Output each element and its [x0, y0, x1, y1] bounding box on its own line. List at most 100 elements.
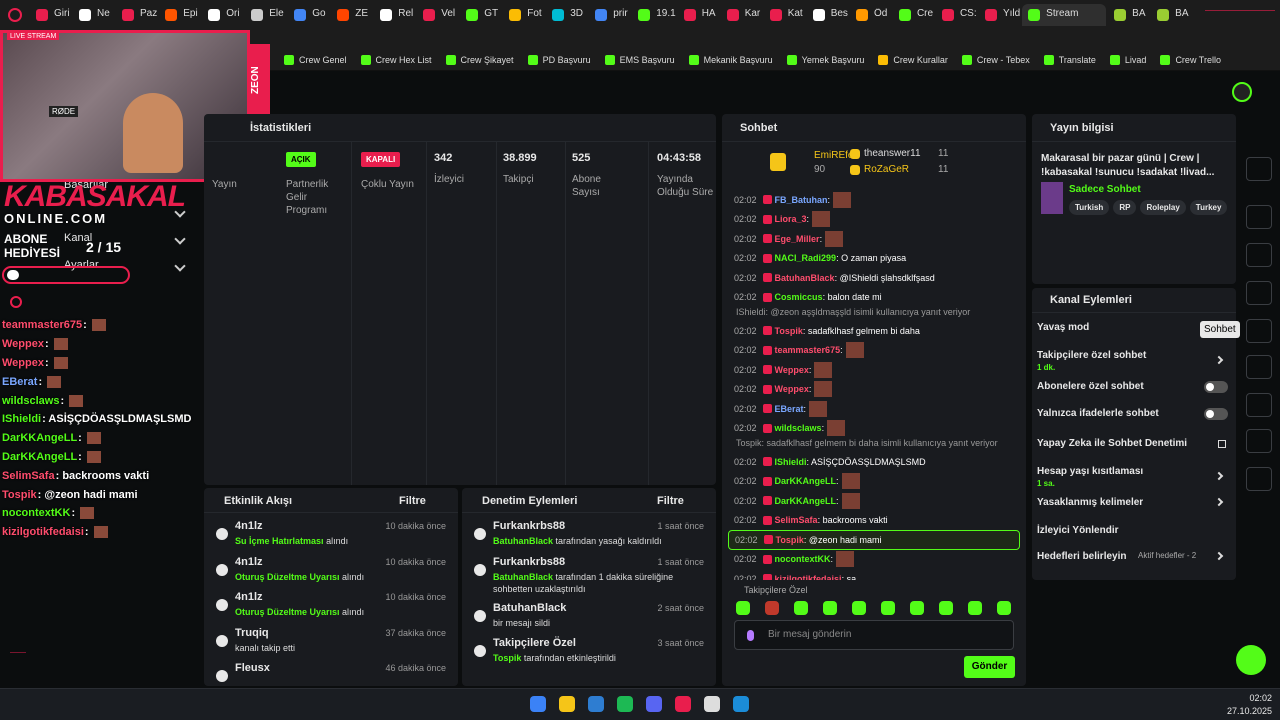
- browser-tab[interactable]: BA: [1151, 4, 1192, 26]
- browser-tab[interactable]: Epi: [159, 4, 200, 26]
- rail-button[interactable]: [1246, 205, 1272, 229]
- taskbar-app[interactable]: [588, 696, 604, 712]
- tab-favicon: [165, 9, 178, 21]
- rail-button[interactable]: [1246, 467, 1272, 491]
- rail-button[interactable]: [1246, 281, 1272, 305]
- taskbar-app[interactable]: [646, 696, 662, 712]
- browser-tab[interactable]: Kar: [721, 4, 762, 26]
- browser-tab[interactable]: 3D: [546, 4, 587, 26]
- action-row[interactable]: Yasaklanmış kelimeler: [1032, 495, 1236, 519]
- feed-detail: bir mesajı sildi: [493, 617, 697, 629]
- bookmark[interactable]: EMS Başvuru: [604, 52, 675, 68]
- browser-tab[interactable]: 19.1: [632, 4, 676, 26]
- emote-button[interactable]: [939, 601, 953, 615]
- bookmark[interactable]: Crew Kurallar: [878, 52, 948, 68]
- action-row[interactable]: Takipçilere özel sohbet 1 dk.: [1032, 348, 1236, 378]
- rail-button[interactable]: [1246, 319, 1272, 343]
- bookmark[interactable]: Crew Genel: [284, 52, 347, 68]
- taskbar-app[interactable]: [617, 696, 633, 712]
- rail-button[interactable]: [1246, 157, 1272, 181]
- browser-tab[interactable]: BA: [1108, 4, 1149, 26]
- filter-button[interactable]: Filtre: [399, 495, 426, 507]
- taskbar-app[interactable]: [559, 696, 575, 712]
- chat-name: Liora_3: [774, 214, 807, 225]
- support-button[interactable]: [1236, 645, 1266, 675]
- browser-tab[interactable]: GT: [460, 4, 501, 26]
- browser-tab[interactable]: Ne: [73, 4, 114, 26]
- bookmark[interactable]: Crew Trello: [1160, 52, 1221, 68]
- action-row[interactable]: Abonelere özel sohbet: [1032, 379, 1236, 403]
- emote-button[interactable]: [881, 601, 895, 615]
- tag[interactable]: Roleplay: [1140, 200, 1186, 215]
- taskbar-app[interactable]: [675, 696, 691, 712]
- bookmark[interactable]: PD Başvuru: [527, 52, 591, 68]
- rail-button[interactable]: [1246, 393, 1272, 417]
- rail-button[interactable]: [1246, 119, 1272, 143]
- browser-tab[interactable]: Ele: [245, 4, 286, 26]
- bookmark[interactable]: Mekanik Başvuru: [688, 52, 773, 68]
- browser-tab[interactable]: Fot: [503, 4, 544, 26]
- emote-button[interactable]: [736, 601, 750, 615]
- tab-title: Öd: [873, 8, 888, 19]
- tab-favicon: [208, 9, 221, 21]
- browser-tab[interactable]: CS:: [936, 4, 977, 26]
- tab-favicon: [509, 9, 522, 21]
- status-badge: KAPALI: [361, 152, 401, 167]
- chat-time: 02:02: [734, 364, 757, 375]
- nav-item[interactable]: Ayarlar: [64, 259, 99, 271]
- emote-button[interactable]: [997, 601, 1011, 615]
- browser-tab[interactable]: ZE: [331, 4, 372, 26]
- browser-tab[interactable]: HA: [678, 4, 719, 26]
- rail-button[interactable]: [1246, 355, 1272, 379]
- rail-button[interactable]: [1246, 243, 1272, 267]
- action-row[interactable]: İzleyici Yönlendir: [1032, 523, 1236, 547]
- bookmark[interactable]: Translate: [1043, 52, 1096, 68]
- emote-button[interactable]: [852, 601, 866, 615]
- emote-button[interactable]: [794, 601, 808, 615]
- browser-tab[interactable]: Yıld: [979, 4, 1020, 26]
- chat-text: : ASİŞÇDÖASŞLDMAŞLSMD: [806, 456, 926, 467]
- browser-tab[interactable]: Vel: [417, 4, 458, 26]
- browser-tab[interactable]: Cre: [893, 4, 934, 26]
- chat-time: 02:02: [734, 292, 757, 303]
- nav-item[interactable]: Başarılar: [64, 179, 109, 191]
- taskbar-app[interactable]: [733, 696, 749, 712]
- emote-button[interactable]: [968, 601, 982, 615]
- browser-tab[interactable]: Giri: [30, 4, 71, 26]
- emote-button[interactable]: [765, 601, 779, 615]
- external-icon: [1218, 440, 1226, 448]
- browser-tab[interactable]: prir: [589, 4, 630, 26]
- tag[interactable]: Turkey: [1189, 200, 1228, 215]
- action-row[interactable]: Yavaş mod: [1032, 320, 1236, 344]
- tab-favicon: [683, 9, 696, 21]
- action-row[interactable]: Hesap yaşı kısıtlaması 1 sa.: [1032, 464, 1236, 494]
- taskbar-app[interactable]: [530, 696, 546, 712]
- taskbar-app[interactable]: [704, 696, 720, 712]
- action-row[interactable]: Yapay Zeka ile Sohbet Denetimi: [1032, 436, 1236, 460]
- bookmark[interactable]: Crew - Tebex: [961, 52, 1030, 68]
- bookmark[interactable]: Crew Şikayet: [445, 52, 514, 68]
- browser-tab[interactable]: Paz: [116, 4, 157, 26]
- browser-tab[interactable]: Kat: [764, 4, 805, 26]
- browser-tab[interactable]: Stream: [1022, 4, 1107, 26]
- action-row[interactable]: Hedefleri belirleyin Aktif hedefler - 2: [1032, 549, 1236, 573]
- browser-tab[interactable]: Go: [288, 4, 329, 26]
- browser-tab[interactable]: Öd: [850, 4, 891, 26]
- browser-tab[interactable]: Bes: [807, 4, 848, 26]
- new-tab[interactable]: [1165, 7, 1177, 21]
- action-row[interactable]: Yalnızca ifadelerle sohbet: [1032, 406, 1236, 430]
- bookmark[interactable]: Crew Hex List: [360, 52, 432, 68]
- send-button[interactable]: Gönder: [964, 656, 1015, 678]
- emote-button[interactable]: [823, 601, 837, 615]
- rail-button[interactable]: [1246, 429, 1272, 453]
- chat-input[interactable]: Bir mesaj gönderin: [734, 620, 1014, 650]
- browser-tab[interactable]: Rel: [374, 4, 415, 26]
- filter-button[interactable]: Filtre: [657, 495, 684, 507]
- browser-tab[interactable]: Ori: [202, 4, 243, 26]
- tag[interactable]: RP: [1113, 200, 1137, 215]
- nav-item[interactable]: Kanal: [64, 232, 93, 244]
- tag[interactable]: Turkish: [1069, 200, 1110, 215]
- bookmark[interactable]: Livad: [1109, 52, 1146, 68]
- bookmark[interactable]: Yemek Başvuru: [786, 52, 864, 68]
- emote-button[interactable]: [910, 601, 924, 615]
